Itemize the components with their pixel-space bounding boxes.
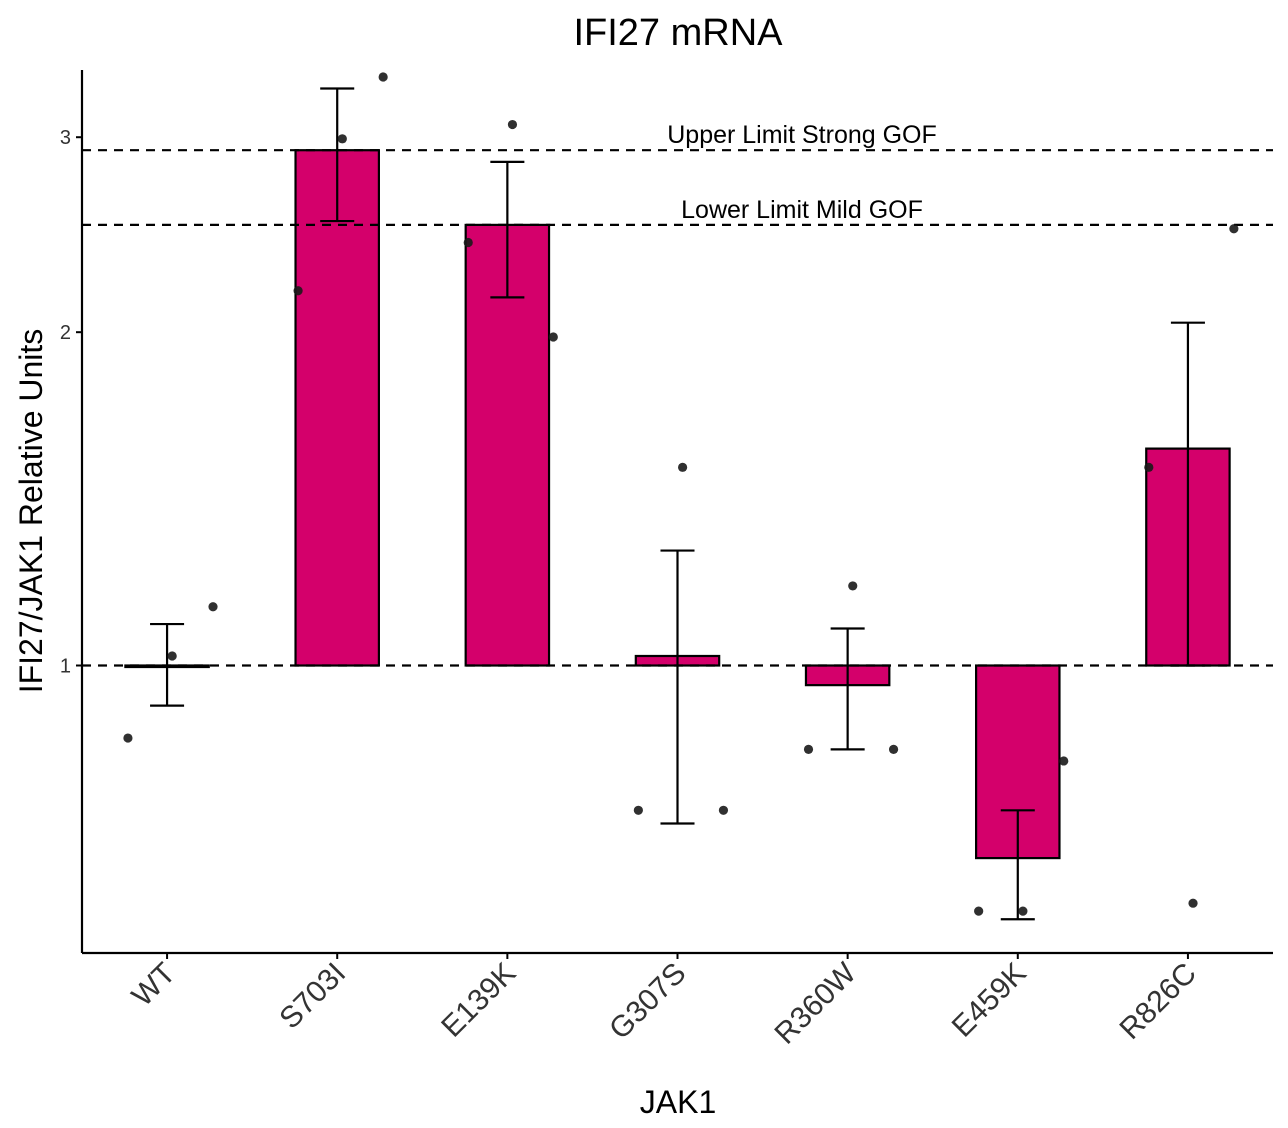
y-tick-label: 2 xyxy=(60,322,71,344)
y-tick-label: 1 xyxy=(60,656,71,678)
chart-title: IFI27 mRNA xyxy=(573,12,783,54)
data-point xyxy=(1188,898,1198,908)
data-point xyxy=(507,119,518,130)
data-point xyxy=(718,805,729,815)
reference-line-label: Lower Limit Mild GOF xyxy=(681,196,923,224)
data-point xyxy=(1144,462,1154,472)
data-point xyxy=(888,744,899,754)
x-tick-label: R360W xyxy=(769,956,864,1051)
data-point xyxy=(123,733,133,743)
y-tick-label: 3 xyxy=(60,127,71,149)
y-axis-title: IFI27/JAK1 Relative Units xyxy=(13,329,49,694)
x-tick-label: E459K xyxy=(946,957,1033,1044)
plot-area: Upper Limit Strong GOF Lower Limit Mild G… xyxy=(82,72,1273,921)
bar xyxy=(294,149,380,667)
data-point xyxy=(1018,906,1028,916)
data-point xyxy=(633,805,643,815)
data-point xyxy=(678,462,688,472)
data-point xyxy=(1229,224,1239,234)
bar xyxy=(464,223,551,667)
data-point xyxy=(208,602,218,612)
x-axis: WT S703I E139K G307S R360W E459K R826C xyxy=(126,953,1203,1051)
reference-line-label: Upper Limit Strong GOF xyxy=(667,121,937,149)
data-point xyxy=(803,744,814,754)
x-tick-label: R826C xyxy=(1114,957,1203,1046)
data-point xyxy=(463,237,473,248)
x-tick-label: S703I xyxy=(273,957,352,1036)
y-axis: 1 2 3 xyxy=(60,127,82,678)
x-tick-label: G307S xyxy=(603,957,692,1046)
data-point xyxy=(378,72,388,82)
x-axis-title: JAK1 xyxy=(640,1084,716,1120)
data-point xyxy=(974,906,984,916)
data-point xyxy=(848,581,858,591)
data-point xyxy=(337,134,347,144)
data-point xyxy=(548,332,558,342)
x-tick-label: E139K xyxy=(435,957,522,1044)
data-point xyxy=(1059,756,1069,766)
data-point xyxy=(293,286,303,296)
data-point xyxy=(167,651,177,661)
x-tick-label: WT xyxy=(126,957,182,1013)
